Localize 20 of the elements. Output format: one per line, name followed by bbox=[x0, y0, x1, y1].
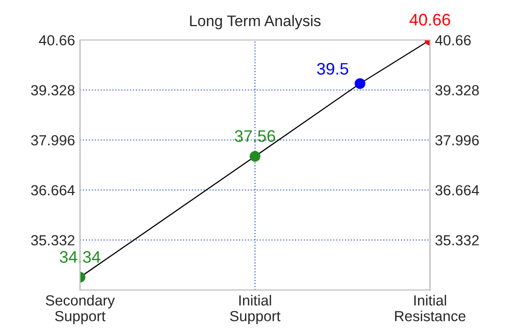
x-tick-label: Initial Support bbox=[230, 294, 280, 324]
point bbox=[250, 151, 260, 162]
data-label: 39.5 bbox=[317, 62, 348, 75]
y2-tick-label: 35.332 bbox=[435, 235, 479, 246]
y2-tick-label: 36.664 bbox=[435, 185, 480, 196]
x-tick-label: Secondary Support bbox=[46, 294, 115, 324]
data-label: 37.56 bbox=[234, 130, 276, 142]
y2-tick-label: 39.328 bbox=[435, 85, 479, 96]
chart-title: Long Term Analysis bbox=[190, 15, 321, 30]
y-tick-label: 40.66 bbox=[38, 35, 74, 46]
x-tick-label: Initial Resistance bbox=[395, 294, 466, 322]
data-label: 34.34 bbox=[60, 251, 100, 263]
y-tick-label: 39.328 bbox=[31, 85, 75, 96]
data-label: 40.66 bbox=[410, 14, 450, 26]
point bbox=[354, 78, 366, 89]
y-tick-label: 35.332 bbox=[31, 235, 74, 246]
y2-tick-label: 40.66 bbox=[435, 35, 471, 46]
y2-tick-label: 37.996 bbox=[435, 135, 479, 146]
y-tick-label: 37.996 bbox=[31, 135, 74, 146]
y-tick-label: 36.664 bbox=[31, 185, 75, 196]
